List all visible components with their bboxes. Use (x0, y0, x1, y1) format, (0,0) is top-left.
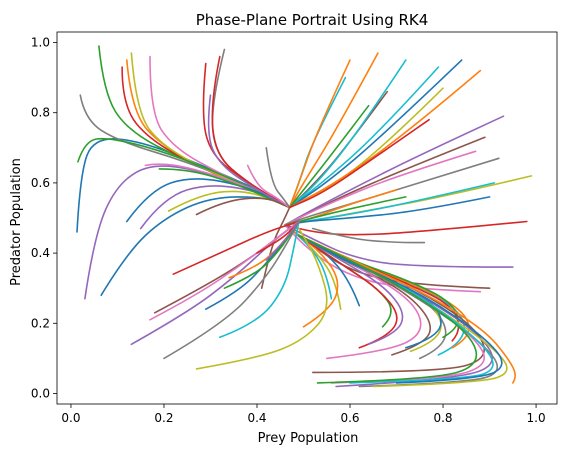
y-tick-label: 1.0 (31, 36, 50, 50)
plot-frame (56, 31, 558, 405)
trajectory-line (298, 234, 516, 384)
trajectory-line (298, 234, 422, 360)
trajectory-line (288, 118, 430, 209)
trajectory-line (284, 196, 491, 226)
trajectory-line (288, 69, 482, 209)
x-axis-ticks: 0.0 0.2 0.4 0.6 0.8 1.0 (61, 404, 546, 425)
trajectory-line (126, 178, 291, 223)
y-axis-ticks: 0.0 0.2 0.4 0.6 0.8 1.0 (31, 36, 57, 400)
trajectory-line (288, 59, 351, 209)
y-axis-label: Predator Population (9, 158, 24, 286)
trajectory-line (100, 196, 291, 296)
trajectory-line (288, 52, 379, 209)
trajectory-line (167, 190, 291, 212)
trajectory-line (298, 234, 494, 384)
trajectory-line (298, 234, 499, 388)
trajectory-line (223, 220, 300, 289)
trajectory-line (195, 227, 328, 370)
trajectory-line (284, 150, 477, 226)
y-tick-label: 0.8 (31, 106, 50, 120)
trajectory-line (284, 115, 505, 226)
y-tick-label: 0.2 (31, 316, 50, 330)
x-tick-label: 0.2 (154, 411, 173, 425)
trajectory-line (77, 137, 291, 209)
trajectory-line (158, 168, 291, 209)
trajectory-line (298, 234, 404, 346)
trajectory-line (288, 104, 370, 209)
trajectory-line (219, 220, 300, 339)
trajectory-line (265, 147, 291, 209)
trajectory-line (288, 59, 407, 209)
x-tick-label: 0.6 (340, 411, 359, 425)
y-tick-label: 0.6 (31, 176, 50, 190)
trajectory-line (163, 220, 300, 360)
trajectory-line (288, 66, 440, 209)
trajectory-lines (76, 45, 533, 388)
trajectory-line (260, 206, 291, 289)
trajectory-line (293, 231, 333, 300)
trajectory-line (298, 234, 398, 349)
trajectory-line (284, 220, 528, 236)
trajectory-line (298, 234, 478, 384)
trajectory-line (211, 55, 291, 209)
trajectory-line (149, 220, 300, 321)
trajectory-line (312, 227, 426, 244)
chart-title: Phase-Plane Portrait Using RK4 (196, 11, 429, 29)
y-tick-label: 0.4 (31, 246, 50, 260)
trajectory-line (256, 220, 300, 254)
trajectory-line (265, 220, 300, 261)
trajectory-line (246, 164, 291, 209)
trajectory-line (149, 55, 291, 209)
x-tick-label: 1.0 (527, 411, 546, 425)
x-tick-label: 0.8 (433, 411, 452, 425)
trajectory-line (298, 234, 432, 356)
trajectory-line (207, 94, 291, 209)
x-tick-label: 0.0 (61, 411, 80, 425)
trajectory-line (172, 220, 300, 275)
y-tick-label: 0.0 (31, 386, 50, 400)
trajectory-line (288, 59, 463, 209)
trajectory-line (130, 52, 291, 209)
x-tick-label: 0.4 (247, 411, 266, 425)
trajectory-line (76, 138, 291, 233)
trajectory-line (284, 224, 514, 268)
trajectory-line (195, 197, 291, 216)
x-axis-label: Prey Population (258, 431, 359, 446)
trajectory-line (284, 196, 407, 226)
